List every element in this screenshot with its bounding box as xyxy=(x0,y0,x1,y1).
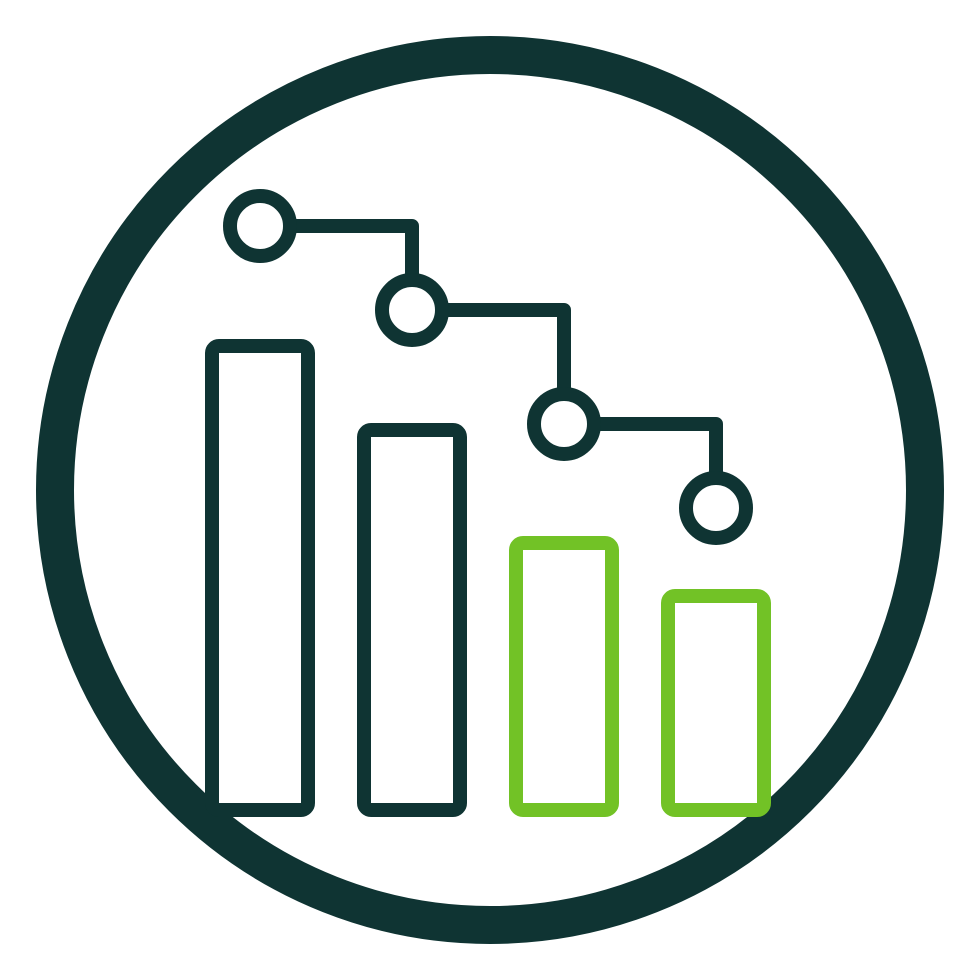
trend-marker-2 xyxy=(382,280,442,340)
declining-bar-chart-icon xyxy=(0,0,980,980)
trend-marker-1 xyxy=(230,196,290,256)
trend-marker-3 xyxy=(534,394,594,454)
trend-marker-4 xyxy=(686,478,746,538)
